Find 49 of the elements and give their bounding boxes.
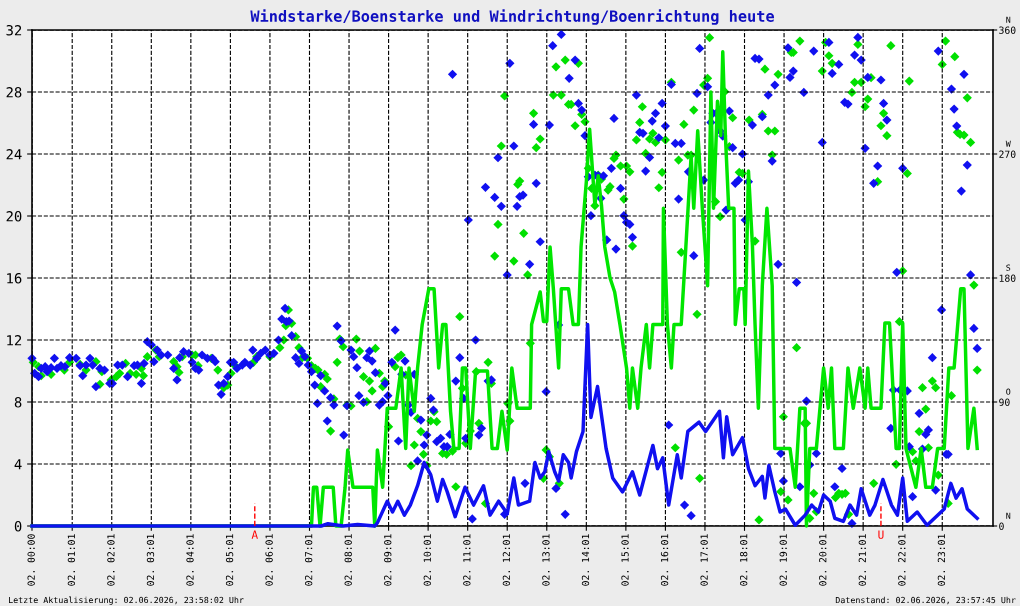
x-tick-label: 02. 07:01	[304, 534, 313, 586]
x-tick-label: 02. 18:01	[740, 534, 748, 586]
y2-tick-label: 270	[999, 150, 1016, 158]
x-tick-label: 02. 02:01	[107, 534, 115, 586]
y2-tick-label: 0	[999, 522, 1004, 530]
x-tick-label: 02. 23:01	[937, 534, 946, 586]
x-tick-label: 02. 10:01	[423, 534, 431, 586]
x-tick-label: 02. 05:01	[225, 534, 234, 586]
chart-title: Windstarke/Boenstarke und Windrichtung/Boenrichtung heute	[250, 9, 775, 25]
x-tick-label: 02. 06:01	[265, 534, 273, 586]
x-tick-label: 02. 01:01	[67, 534, 76, 586]
x-tick-label: 02. 15:01	[621, 534, 629, 586]
y2-tick-label: 90	[999, 398, 1010, 406]
text: Letzte Aktualisierung: 02.06.2026, 23:58:02 Uhr	[9, 596, 244, 605]
x-tick-label: 02. 12:01	[502, 534, 511, 586]
y2-tick-label: 180	[999, 274, 1016, 282]
x-tick-label: 02. 16:01	[660, 534, 669, 586]
y-tick-label: 24	[6, 149, 22, 160]
text: O	[1006, 388, 1011, 395]
text: S	[1006, 264, 1011, 271]
line-series	[30, 322, 979, 528]
y-tick-label: 20	[6, 211, 22, 222]
x-tick-label: 02. 09:01	[384, 534, 392, 586]
y-tick-label: 0	[14, 521, 22, 532]
y-tick-label: 28	[6, 87, 22, 98]
y-tick-label: 32	[6, 25, 22, 36]
y-tick-label: 12	[7, 335, 22, 346]
text: W	[1005, 140, 1011, 147]
x-tick-label: 02. 17:01	[700, 534, 708, 586]
y-tick-label: 8	[14, 397, 22, 408]
x-tick-label: 02. 04:01	[186, 534, 194, 586]
x-tick-label: 02. 14:01	[581, 534, 590, 586]
x-tick-label: 02. 19:01	[779, 534, 787, 586]
x-tick-label: 02. 03:01	[146, 534, 155, 586]
ref-line-label: U	[878, 530, 884, 539]
y-tick-label: 16	[7, 273, 22, 284]
y-tick-label: 4	[14, 459, 22, 470]
x-tick-label: 02. 08:01	[344, 534, 352, 586]
x-tick-label: 02. 21:01	[858, 534, 866, 586]
x-tick-label: 02. 13:01	[542, 534, 550, 586]
y2-tick-label: 360	[999, 26, 1016, 34]
text: N	[1006, 512, 1011, 519]
x-tick-label: 02. 20:01	[819, 534, 827, 586]
text: Datenstand: 02.06.2026, 23:57:45 Uhr	[835, 596, 1016, 605]
x-tick-label: 02. 11:01	[463, 534, 471, 586]
ref-line-label: A	[251, 530, 258, 539]
text: N	[1006, 16, 1011, 23]
x-tick-label: 02. 00:00	[27, 534, 35, 586]
x-tick-label: 02. 22:01	[898, 534, 906, 586]
